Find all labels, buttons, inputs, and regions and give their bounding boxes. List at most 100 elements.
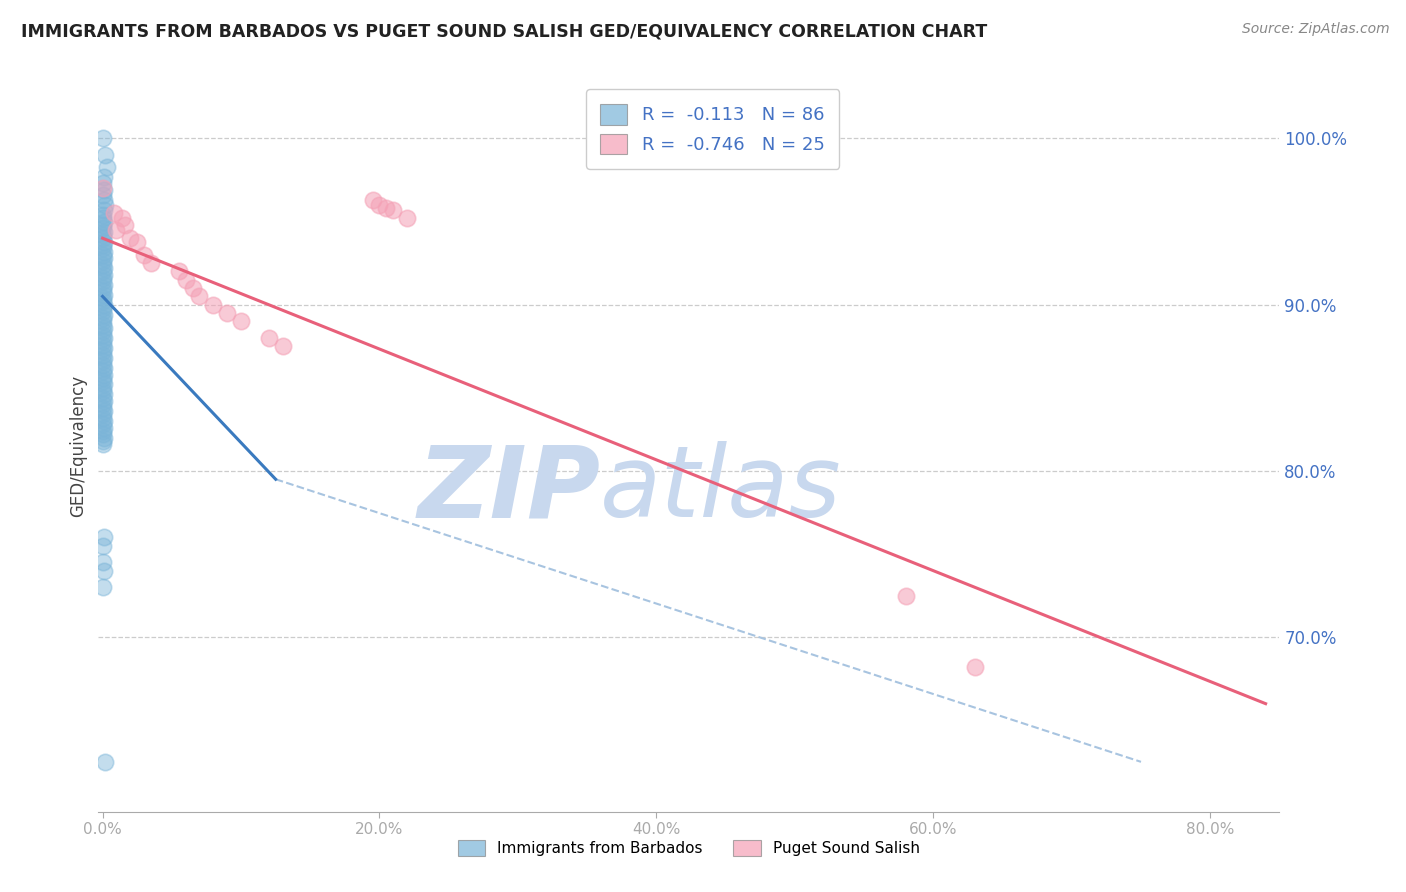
Point	[93, 169, 115, 184]
Point	[94, 755, 117, 769]
Point	[91, 310, 114, 325]
Point	[93, 387, 115, 401]
Point	[93, 377, 115, 392]
Point	[188, 289, 211, 303]
Point	[93, 368, 115, 382]
Point	[91, 258, 114, 272]
Point	[91, 241, 114, 255]
Text: ZIP: ZIP	[418, 442, 600, 539]
Point	[91, 397, 114, 411]
Point	[105, 223, 128, 237]
Point	[93, 351, 115, 365]
Point	[91, 274, 114, 288]
Point	[91, 427, 114, 442]
Point	[91, 384, 114, 398]
Point	[91, 417, 114, 432]
Point	[963, 660, 986, 674]
Point	[139, 256, 162, 270]
Point	[91, 434, 114, 448]
Point	[368, 198, 391, 212]
Point	[94, 148, 117, 162]
Point	[91, 371, 114, 385]
Point	[91, 291, 114, 305]
Point	[91, 580, 114, 594]
Point	[91, 281, 114, 295]
Text: IMMIGRANTS FROM BARBADOS VS PUGET SOUND SALISH GED/EQUIVALENCY CORRELATION CHART: IMMIGRANTS FROM BARBADOS VS PUGET SOUND …	[21, 22, 987, 40]
Point	[91, 539, 114, 553]
Point	[103, 206, 125, 220]
Point	[93, 414, 115, 428]
Point	[91, 211, 114, 226]
Point	[93, 394, 115, 409]
Point	[91, 248, 114, 262]
Point	[91, 264, 114, 278]
Point	[91, 364, 114, 378]
Point	[375, 201, 398, 215]
Point	[93, 298, 115, 312]
Point	[91, 555, 114, 569]
Point	[91, 424, 114, 438]
Point	[91, 358, 114, 372]
Point	[93, 404, 115, 418]
Point	[91, 337, 114, 351]
Point	[217, 306, 239, 320]
Point	[91, 327, 114, 342]
Point	[93, 261, 115, 276]
Point	[91, 354, 114, 368]
Point	[91, 437, 114, 451]
Point	[120, 231, 142, 245]
Point	[91, 410, 114, 425]
Point	[91, 391, 114, 405]
Point	[91, 304, 114, 318]
Point	[91, 401, 114, 415]
Point	[91, 344, 114, 359]
Y-axis label: GED/Equivalency: GED/Equivalency	[69, 375, 87, 517]
Point	[91, 318, 114, 332]
Point	[127, 235, 149, 249]
Point	[93, 235, 115, 249]
Point	[93, 420, 115, 434]
Text: Source: ZipAtlas.com: Source: ZipAtlas.com	[1241, 22, 1389, 37]
Point	[93, 193, 115, 207]
Point	[93, 183, 115, 197]
Point	[894, 589, 917, 603]
Point	[91, 227, 114, 242]
Point	[93, 564, 115, 578]
Point	[271, 339, 294, 353]
Point	[132, 248, 155, 262]
Point	[93, 331, 115, 345]
Point	[91, 208, 114, 222]
Point	[257, 331, 280, 345]
Point	[93, 287, 115, 301]
Point	[174, 273, 197, 287]
Point	[91, 188, 114, 202]
Point	[396, 211, 419, 226]
Point	[91, 294, 114, 309]
Point	[111, 211, 134, 226]
Point	[91, 237, 114, 252]
Point	[91, 181, 114, 195]
Point	[91, 231, 114, 245]
Point	[167, 264, 190, 278]
Point	[91, 334, 114, 349]
Point	[91, 271, 114, 285]
Point	[114, 218, 136, 232]
Point	[361, 193, 384, 207]
Point	[91, 381, 114, 395]
Point	[93, 308, 115, 322]
Point	[94, 198, 117, 212]
Point	[93, 321, 115, 335]
Point	[93, 214, 115, 228]
Point	[96, 160, 118, 174]
Point	[93, 360, 115, 375]
Point	[229, 314, 252, 328]
Point	[93, 277, 115, 292]
Point	[202, 298, 225, 312]
Point	[382, 202, 405, 217]
Point	[91, 301, 114, 315]
Legend: Immigrants from Barbados, Puget Sound Salish: Immigrants from Barbados, Puget Sound Sa…	[451, 834, 927, 863]
Point	[91, 324, 114, 338]
Point	[93, 341, 115, 355]
Point	[91, 221, 114, 235]
Point	[93, 431, 115, 445]
